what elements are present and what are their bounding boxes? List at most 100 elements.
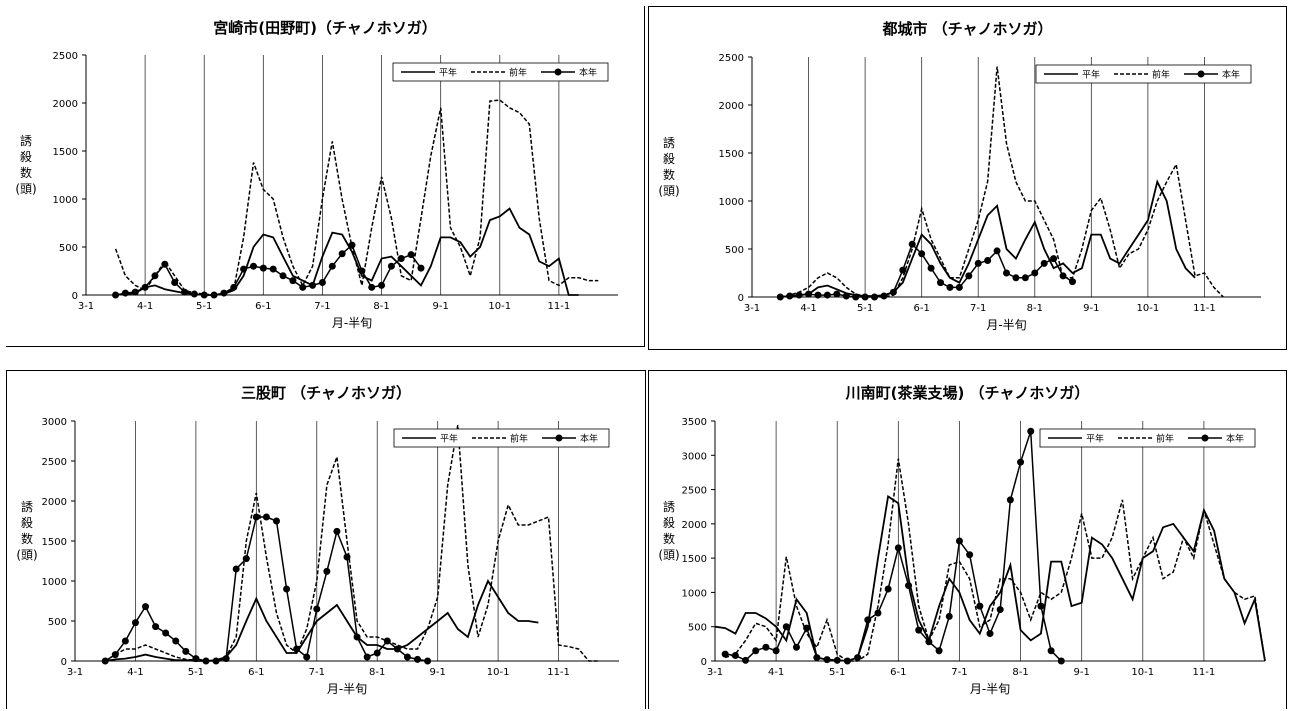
x-tick-label: 10-1 bbox=[1131, 667, 1154, 678]
y-axis-label-char: 誘 bbox=[20, 134, 32, 148]
series-point-honnen bbox=[937, 279, 945, 287]
series-point-honnen bbox=[752, 647, 760, 655]
series-point-honnen bbox=[202, 657, 210, 665]
series-point-honnen bbox=[996, 606, 1004, 614]
x-axis-label: 月-半旬 bbox=[986, 318, 1026, 332]
series-point-honnen bbox=[171, 279, 179, 287]
series-point-honnen bbox=[945, 612, 953, 620]
y-axis-label-char: 誘 bbox=[663, 136, 675, 150]
series-point-honnen bbox=[200, 291, 208, 299]
series-point-honnen bbox=[731, 652, 739, 660]
legend-label: 前年 bbox=[1152, 69, 1170, 81]
series-point-honnen bbox=[803, 624, 811, 632]
x-tick-label: 11-1 bbox=[548, 301, 571, 312]
y-tick-label: 0 bbox=[72, 291, 78, 302]
chart-panel-mimata: 三股町 （チャノホソガ） 3-1 4-1 5-1 6-1 7-1 8-1 9-1 10-1 11-… bbox=[6, 370, 646, 709]
series-point-honnen bbox=[383, 637, 391, 645]
series-point-honnen bbox=[927, 264, 935, 272]
series-point-honnen bbox=[843, 657, 851, 665]
legend-marker bbox=[1201, 434, 1209, 442]
series-point-honnen bbox=[965, 272, 973, 280]
y-axis-label-char: 数 bbox=[20, 165, 32, 180]
chart-miyakonojo: 都城市 （チャノホソガ） 3-1 4-1 5-1 6-1 7-1 8-1 9-1 10-1 11-… bbox=[658, 20, 1261, 332]
x-tick-label: 7-1 bbox=[970, 303, 986, 314]
series-point-honnen bbox=[121, 637, 129, 645]
y-axis-label-char: 誘 bbox=[663, 500, 675, 514]
legend-box bbox=[1039, 428, 1256, 448]
x-tick-label: 4-1 bbox=[137, 301, 153, 312]
legend-marker bbox=[555, 434, 563, 442]
series-line-heinen bbox=[115, 207, 579, 296]
y-axis-label-char: 殺 bbox=[663, 152, 675, 166]
series-point-honnen bbox=[212, 657, 220, 665]
series-point-honnen bbox=[242, 555, 250, 563]
x-tick-label: 5-1 bbox=[196, 301, 212, 312]
legend-label: 本年 bbox=[580, 433, 598, 445]
y-tick-label: 3500 bbox=[682, 417, 707, 428]
series-point-honnen bbox=[795, 291, 803, 299]
series-point-honnen bbox=[905, 582, 913, 590]
series-point-honnen bbox=[232, 565, 240, 573]
series-point-honnen bbox=[1040, 259, 1048, 267]
y-axis-label-char: 数 bbox=[663, 167, 675, 182]
series-point-honnen bbox=[874, 609, 882, 617]
series-point-honnen bbox=[333, 527, 341, 535]
x-tick-label: 4-1 bbox=[800, 303, 816, 314]
series-point-honnen bbox=[908, 240, 916, 248]
series-point-honnen bbox=[262, 513, 270, 521]
y-tick-label: 1500 bbox=[42, 537, 67, 548]
x-tick-label: 11-1 bbox=[547, 667, 570, 678]
series-point-honnen bbox=[880, 292, 888, 300]
x-tick-label: 5-1 bbox=[829, 667, 845, 678]
series-point-honnen bbox=[152, 623, 160, 631]
y-tick-label: 2000 bbox=[42, 497, 67, 508]
series-point-honnen bbox=[823, 291, 831, 299]
series-point-honnen bbox=[182, 647, 190, 655]
x-tick-label: 5-1 bbox=[188, 667, 204, 678]
series-point-honnen bbox=[309, 281, 317, 289]
series-point-honnen bbox=[974, 259, 982, 267]
chart-panel-miyazaki: 宮崎市(田野町)（チャノホソガ） 3-1 4-1 5-1 6-1 7-1 8-1 9-1 10-… bbox=[6, 6, 645, 347]
y-tick-label: 1500 bbox=[53, 147, 78, 158]
series-point-honnen bbox=[112, 291, 120, 299]
y-tick-label: 2000 bbox=[53, 99, 78, 110]
y-tick-label: 2500 bbox=[53, 51, 78, 62]
series-point-honnen bbox=[279, 272, 287, 280]
legend-label: 平年 bbox=[1082, 69, 1100, 81]
series-point-honnen bbox=[1059, 272, 1067, 280]
x-tick-label: 3-1 bbox=[78, 301, 94, 312]
series-point-honnen bbox=[792, 643, 800, 651]
y-tick-label: 1500 bbox=[719, 149, 744, 160]
series-line-zennen bbox=[724, 458, 1266, 662]
x-tick-label: 9-1 bbox=[432, 301, 448, 312]
legend-label: 平年 bbox=[440, 433, 458, 445]
series-point-honnen bbox=[318, 279, 326, 287]
series-point-honnen bbox=[131, 619, 139, 627]
series-point-honnen bbox=[955, 537, 963, 545]
series-line-heinen bbox=[780, 179, 1196, 298]
series-point-honnen bbox=[414, 655, 422, 663]
series-point-honnen bbox=[249, 262, 257, 270]
x-tick-label: 11-1 bbox=[1193, 303, 1216, 314]
series-point-honnen bbox=[368, 283, 376, 291]
series-point-honnen bbox=[762, 643, 770, 651]
series-point-honnen bbox=[151, 272, 159, 280]
series-line-honnen bbox=[725, 431, 1062, 662]
series-point-honnen bbox=[220, 289, 228, 297]
series-point-honnen bbox=[417, 264, 425, 272]
series-point-honnen bbox=[1057, 657, 1065, 665]
series-point-honnen bbox=[721, 650, 729, 658]
legend-label: 平年 bbox=[1086, 433, 1104, 445]
x-tick-label: 5-1 bbox=[857, 303, 873, 314]
legend-marker bbox=[1197, 70, 1205, 78]
y-axis-label-char: 数 bbox=[21, 531, 33, 546]
chart-panel-miyakonojo: 都城市 （チャノホソガ） 3-1 4-1 5-1 6-1 7-1 8-1 9-1 10-1 11-… bbox=[648, 6, 1287, 350]
x-tick-label: 8-1 bbox=[373, 301, 389, 312]
series-point-honnen bbox=[993, 247, 1001, 255]
y-tick-label: 500 bbox=[725, 245, 744, 256]
series-point-honnen bbox=[181, 288, 189, 296]
chart-title: 宮崎市(田野町)（チャノホソガ） bbox=[213, 19, 437, 37]
series-point-honnen bbox=[1012, 274, 1020, 282]
y-axis-label-char: 誘 bbox=[21, 500, 33, 514]
series-point-honnen bbox=[161, 260, 169, 268]
